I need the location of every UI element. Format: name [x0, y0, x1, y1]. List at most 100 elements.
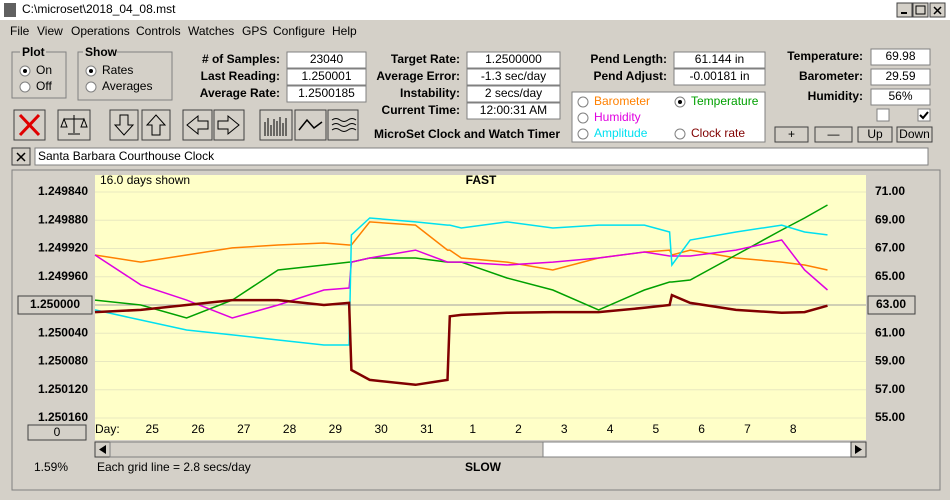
- menu-item[interactable]: Configure: [273, 24, 325, 38]
- minimize-button[interactable]: [896, 2, 913, 18]
- text-field: [673, 68, 766, 86]
- y-tick-label: 1.249920: [38, 241, 88, 255]
- x-tick-label: 26: [191, 422, 205, 436]
- field-value: -0.00181 in: [689, 69, 749, 83]
- field-value: 1.2500000: [485, 52, 542, 66]
- field-value: -1.3 sec/day: [481, 69, 546, 83]
- x-tick-label: 1: [469, 422, 476, 436]
- scroll-value-button[interactable]: [27, 424, 87, 441]
- field-value: 2 secs/day: [485, 86, 542, 100]
- x-tick-label: 3: [561, 422, 568, 436]
- center2-label-box[interactable]: [867, 295, 916, 315]
- y2-tick-label: 61.00: [875, 325, 905, 339]
- button[interactable]: [774, 126, 809, 143]
- checkbox[interactable]: [876, 108, 890, 122]
- app-icon: [4, 3, 16, 17]
- radio-label: Off: [36, 79, 52, 93]
- close-icon: [933, 6, 942, 15]
- field-value: 56%: [888, 89, 912, 103]
- scroll-value: 0: [54, 425, 61, 439]
- field-label: Humidity:: [808, 89, 863, 103]
- field-label: Current Time:: [382, 103, 460, 117]
- y-tick-label: 1.249880: [38, 212, 88, 226]
- group-title-bg: [20, 47, 46, 59]
- menu-item[interactable]: File: [10, 24, 30, 38]
- field-label: Average Rate:: [200, 86, 280, 100]
- field-label: Average Error:: [376, 69, 460, 83]
- radio-button[interactable]: [19, 81, 31, 93]
- scroll-right-icon: [855, 445, 862, 454]
- y-tick-label: 1.250040: [38, 325, 88, 339]
- radio-label: Rates: [102, 63, 133, 77]
- button-label: Up: [867, 127, 883, 141]
- button[interactable]: [814, 126, 853, 143]
- menu-item[interactable]: Operations: [71, 24, 130, 38]
- radio-label: Amplitude: [594, 126, 648, 140]
- x-tick-label: 28: [283, 422, 297, 436]
- radio-label: Clock rate: [691, 126, 745, 140]
- text-field: [870, 88, 931, 106]
- status: 1.59%: [34, 460, 68, 474]
- maximize-button[interactable]: [912, 2, 929, 18]
- radio-button[interactable]: [577, 112, 589, 124]
- field-value: 61.144 in: [695, 52, 744, 66]
- y-tick-label: 1.249960: [38, 269, 88, 283]
- menu-item[interactable]: Watches: [188, 24, 234, 38]
- up-icon: [145, 114, 167, 136]
- field-label: Last Reading:: [201, 69, 280, 83]
- button-label: —: [828, 127, 840, 141]
- checkbox[interactable]: [917, 108, 931, 122]
- center-label-box[interactable]: [17, 295, 93, 315]
- menu-item[interactable]: Controls: [136, 24, 181, 38]
- radio-button[interactable]: [577, 96, 589, 108]
- toolbar: [13, 109, 359, 141]
- window-controls[interactable]: [896, 2, 946, 18]
- clock-name-field[interactable]: [34, 147, 929, 166]
- y2-tick-label: 67.00: [875, 241, 905, 255]
- text-field: [870, 68, 931, 86]
- radio-button[interactable]: [674, 128, 686, 140]
- wave-icon: [298, 118, 323, 131]
- y-tick-label: 1.250080: [38, 354, 88, 368]
- menu-item[interactable]: View: [37, 24, 63, 38]
- button-label: Down: [899, 127, 930, 141]
- group-title: Plot: [22, 45, 45, 59]
- text-field: [286, 68, 367, 86]
- text-field: [466, 51, 561, 69]
- bars-icon: [264, 117, 287, 136]
- text-field: [870, 48, 931, 66]
- delete-icon: [18, 113, 41, 137]
- slow-label: SLOW: [465, 460, 502, 474]
- app-name: MicroSet Clock and Watch Timer: [374, 127, 560, 141]
- button[interactable]: [896, 126, 933, 143]
- text-field: [466, 102, 561, 120]
- left-button[interactable]: [182, 109, 213, 141]
- center-label: 1.250000: [30, 297, 80, 311]
- menu-item[interactable]: GPS: [242, 24, 267, 38]
- down-icon: [113, 114, 135, 136]
- scroll-thumb[interactable]: [109, 441, 544, 458]
- right-icon: [217, 114, 240, 136]
- text-field: [466, 68, 561, 86]
- radio-label: Temperature: [691, 94, 759, 108]
- menu-item[interactable]: Help: [332, 24, 357, 38]
- radio-label: Averages: [102, 79, 152, 93]
- y-tick-label: 1.250160: [38, 410, 88, 424]
- field-label: Instability:: [400, 86, 460, 100]
- x-tick-label: 8: [790, 422, 797, 436]
- radio-label: On: [36, 63, 52, 77]
- group-title-bg: [83, 47, 117, 59]
- radio-button[interactable]: [85, 81, 97, 93]
- text-field: [673, 51, 766, 69]
- center2-label: 63.00: [876, 297, 906, 311]
- text-field: [466, 85, 561, 103]
- button[interactable]: [857, 126, 893, 143]
- y2-tick-label: 59.00: [875, 354, 905, 368]
- field-label: Temperature:: [787, 49, 863, 63]
- clock-name: Santa Barbara Courthouse Clock: [38, 149, 215, 163]
- field-value: 1.250001: [301, 69, 351, 83]
- waves-button[interactable]: [327, 109, 359, 141]
- radio-button[interactable]: [577, 128, 589, 140]
- field-label: Target Rate:: [391, 52, 460, 66]
